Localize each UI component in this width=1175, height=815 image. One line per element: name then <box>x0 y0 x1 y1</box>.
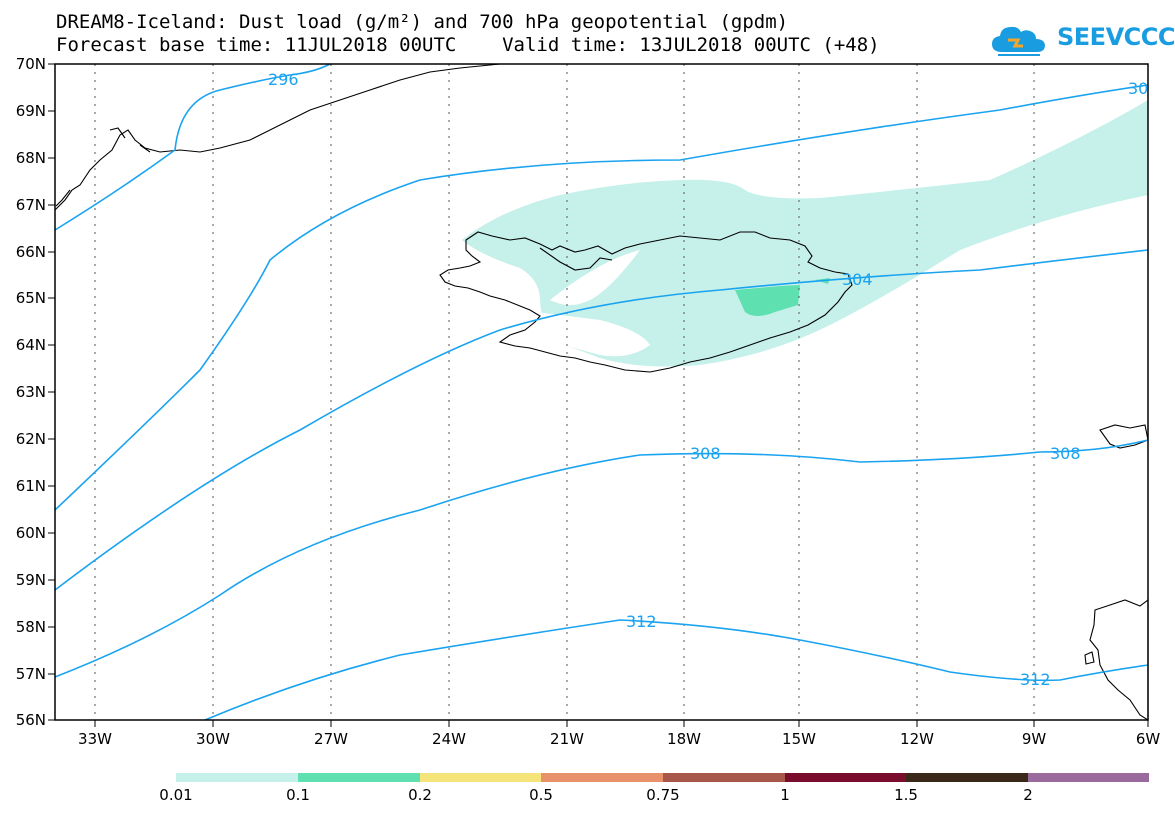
lat-label: 65N <box>16 289 46 307</box>
lon-label: 15W <box>782 730 816 748</box>
lat-label: 62N <box>16 430 46 448</box>
legend-swatch <box>785 773 906 782</box>
legend-swatch <box>420 773 541 782</box>
lon-label: 9W <box>1022 730 1047 748</box>
lat-label: 58N <box>16 618 46 636</box>
lat-label: 63N <box>16 383 46 401</box>
legend-swatch <box>541 773 663 782</box>
cloud-logo-icon <box>992 26 1045 56</box>
coastlines <box>54 63 1149 721</box>
legend-label: 0.2 <box>408 786 432 804</box>
lon-label: 33W <box>78 730 112 748</box>
legend-label: 2 <box>1023 786 1033 804</box>
lat-label: 70N <box>16 55 46 73</box>
lat-label: 56N <box>16 711 46 729</box>
lon-label: 30W <box>196 730 230 748</box>
lat-label: 61N <box>16 477 46 495</box>
map-subtitle: Forecast base time: 11JUL2018 00UTC Vali… <box>56 34 880 56</box>
lon-label: 6W <box>1136 730 1161 748</box>
lat-label: 64N <box>16 336 46 354</box>
legend-swatch <box>906 773 1028 782</box>
legend-label: 0.5 <box>529 786 553 804</box>
geopotential-contours <box>54 63 1149 721</box>
contour-label: 304 <box>842 270 873 289</box>
lat-label: 68N <box>16 149 46 167</box>
lon-label: 18W <box>667 730 701 748</box>
legend-label: 1 <box>780 786 790 804</box>
lat-label: 67N <box>16 196 46 214</box>
lon-label: 12W <box>900 730 934 748</box>
lon-label: 21W <box>550 730 584 748</box>
legend-label: 0.75 <box>646 786 679 804</box>
dust-area-mid <box>735 285 800 316</box>
contour-label: 312 <box>1020 670 1051 689</box>
lat-label: 69N <box>16 102 46 120</box>
legend-label: 1.5 <box>894 786 918 804</box>
contour-label: 308 <box>690 444 721 463</box>
legend-swatch <box>298 773 420 782</box>
legend-colorbar <box>176 773 1149 782</box>
contour-label: 30 <box>1128 79 1148 98</box>
lat-label: 60N <box>16 524 46 542</box>
logo-text: SEEVCCC <box>1057 23 1175 51</box>
legend-swatch <box>176 773 298 782</box>
lat-label: 66N <box>16 243 46 261</box>
legend-label: 0.01 <box>159 786 192 804</box>
legend-swatch <box>1028 773 1149 782</box>
legend-swatch <box>663 773 785 782</box>
contour-label: 312 <box>626 612 657 631</box>
contour-label: 296 <box>268 70 299 89</box>
map-title: DREAM8-Iceland: Dust load (g/m²) and 700… <box>56 11 789 33</box>
graticule <box>94 64 1035 720</box>
lat-label: 59N <box>16 571 46 589</box>
contour-label: 308 <box>1050 444 1081 463</box>
lon-label: 27W <box>314 730 348 748</box>
lon-label: 24W <box>432 730 466 748</box>
lat-label: 57N <box>16 665 46 683</box>
legend-label: 0.1 <box>286 786 310 804</box>
